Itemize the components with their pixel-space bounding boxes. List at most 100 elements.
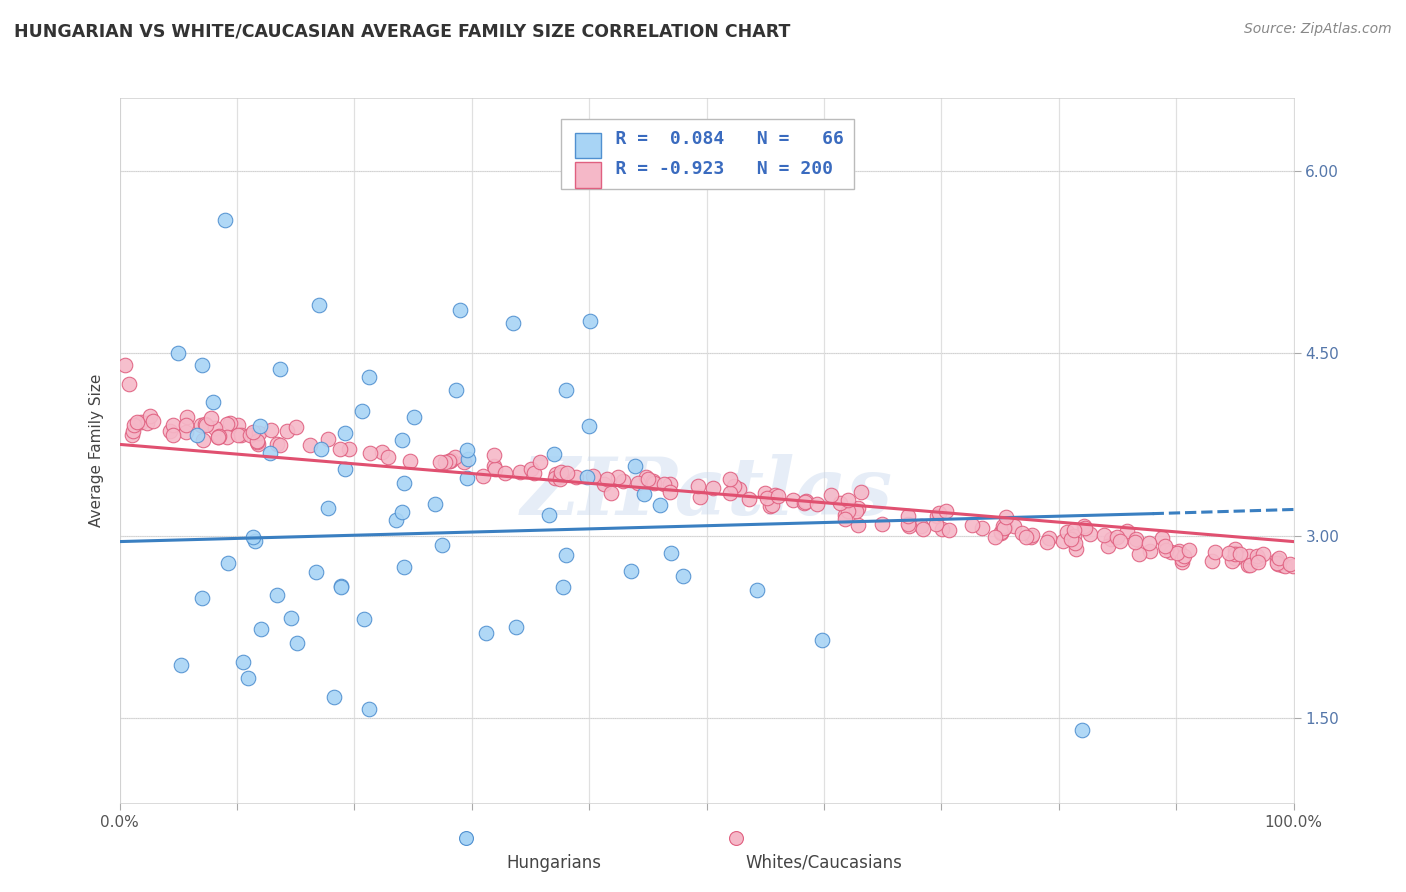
Point (1015, 530, 1038, 544)
Text: ZIPatlas: ZIPatlas (520, 454, 893, 532)
Point (242, 425, 264, 439)
Point (793, 496, 815, 510)
Point (190, 418, 212, 433)
Point (1097, 539, 1119, 553)
Point (207, 430, 229, 444)
Point (247, 426, 270, 441)
Point (316, 500, 339, 515)
Point (754, 486, 776, 500)
Point (219, 416, 242, 430)
Point (269, 362, 291, 376)
Point (174, 417, 197, 432)
Point (121, 428, 143, 442)
Point (578, 419, 600, 434)
Point (652, 476, 675, 491)
Point (793, 494, 815, 508)
Point (1038, 531, 1060, 545)
Point (624, 458, 647, 473)
Point (1153, 539, 1175, 553)
Point (1125, 533, 1147, 547)
Point (991, 519, 1014, 533)
Point (1063, 523, 1085, 537)
Point (229, 428, 252, 442)
Point (190, 359, 212, 373)
Point (453, 455, 475, 469)
Point (1011, 525, 1033, 540)
Point (215, 417, 238, 432)
Point (599, 486, 621, 500)
Point (170, 657, 193, 672)
Point (1123, 534, 1146, 549)
Point (316, 432, 339, 446)
Point (425, 497, 447, 511)
Point (1237, 558, 1260, 572)
Point (1218, 546, 1240, 560)
Point (335, 462, 357, 476)
Point (392, 559, 415, 574)
Point (309, 442, 332, 456)
Point (1021, 527, 1043, 541)
Point (520, 462, 543, 476)
Point (236, 671, 259, 685)
Point (135, 416, 157, 430)
Point (834, 512, 856, 526)
Point (648, 498, 671, 512)
Point (550, 468, 572, 483)
Point (806, 497, 828, 511)
Point (446, 383, 468, 397)
Point (1073, 519, 1095, 533)
Point (718, 472, 741, 486)
Point (1267, 550, 1289, 565)
Point (548, 470, 571, 484)
Point (718, 485, 741, 500)
Point (994, 519, 1017, 533)
Point (1056, 525, 1078, 540)
Point (1271, 558, 1294, 573)
Point (634, 470, 657, 484)
Point (529, 455, 551, 469)
Point (359, 446, 381, 460)
Point (280, 611, 302, 625)
Point (200, 411, 222, 425)
Point (449, 303, 471, 318)
Point (285, 420, 308, 434)
Point (1239, 558, 1261, 573)
Text: Whites/Caucasians: Whites/Caucasians (745, 854, 903, 871)
Point (1137, 535, 1160, 549)
Point (202, 395, 225, 409)
Point (439, 454, 461, 468)
Point (686, 479, 709, 493)
Point (1247, 555, 1270, 569)
Point (456, 442, 478, 457)
Point (434, 455, 457, 469)
Point (385, 513, 408, 527)
Point (1071, 723, 1094, 737)
Point (523, 466, 546, 480)
Point (194, 417, 217, 432)
Point (129, 415, 152, 429)
Point (782, 493, 804, 508)
Point (204, 421, 226, 435)
Point (643, 475, 665, 490)
Point (848, 518, 870, 533)
Point (738, 491, 761, 506)
Point (217, 556, 239, 570)
Point (190, 591, 212, 605)
FancyBboxPatch shape (575, 133, 600, 158)
Point (125, 415, 148, 429)
Point (1160, 545, 1182, 559)
Point (243, 534, 266, 549)
Point (1278, 558, 1301, 572)
Point (195, 417, 218, 432)
Point (837, 504, 859, 518)
Point (322, 690, 344, 704)
Point (1166, 546, 1188, 560)
Point (928, 506, 950, 520)
Point (837, 493, 859, 508)
Point (728, 482, 751, 496)
Point (1078, 526, 1101, 541)
Point (620, 564, 643, 578)
Point (353, 611, 375, 625)
Text: Source: ZipAtlas.com: Source: ZipAtlas.com (1244, 22, 1392, 37)
Point (579, 314, 602, 328)
